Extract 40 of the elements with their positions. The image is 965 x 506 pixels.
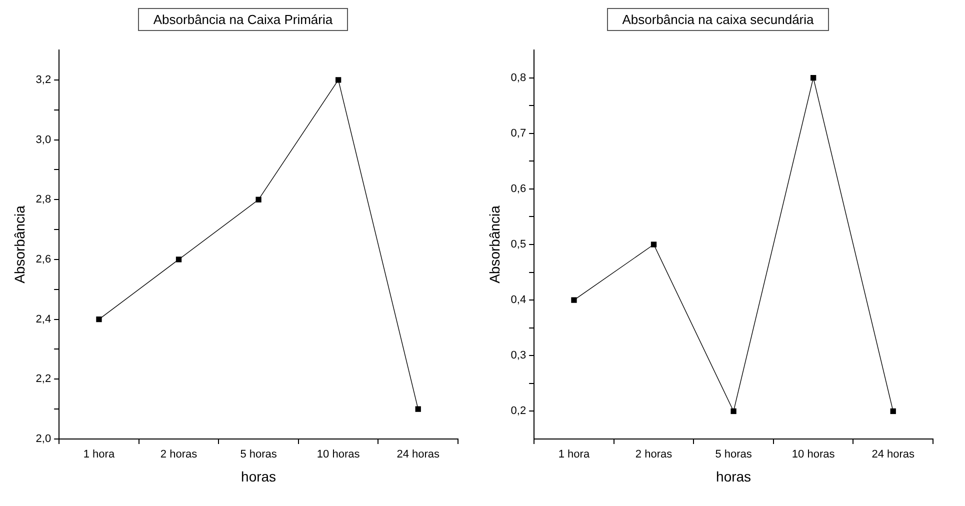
x-tick-label: 24 horas: [396, 448, 440, 461]
y-tick-label: 0,4: [510, 294, 526, 306]
x-tick-label: 10 horas: [316, 448, 360, 461]
y-axis-title: Absorbância: [486, 205, 502, 284]
y-tick-label: 2,8: [36, 194, 52, 206]
point: [650, 242, 657, 248]
chart-title: Absorbância na Caixa Primária: [138, 8, 348, 31]
x-tick-label: 1 hora: [558, 448, 590, 461]
x-tick-label: 5 horas: [240, 448, 278, 461]
y-tick-label: 2,4: [36, 313, 52, 326]
point: [336, 77, 342, 83]
x-tick-label: 1 hora: [83, 448, 116, 461]
y-tick-label: 3,2: [36, 74, 52, 86]
point: [415, 406, 421, 412]
x-axis-title: horas: [716, 468, 752, 484]
point: [176, 256, 182, 262]
y-tick-label: 0,6: [510, 182, 526, 195]
x-tick-label: 10 horas: [792, 448, 836, 461]
y-axis-title: Absorbância: [11, 205, 28, 284]
y-tick-label: 3,0: [36, 134, 52, 146]
y-tick-label: 0,2: [510, 405, 526, 418]
chart-title: Absorbância na caixa secundária: [607, 8, 829, 31]
x-tick-label: 2 horas: [160, 448, 198, 461]
point: [890, 408, 896, 414]
y-tick-label: 2,2: [36, 373, 52, 386]
y-tick-label: 0,7: [510, 127, 526, 140]
point: [571, 297, 577, 303]
point: [96, 316, 102, 322]
x-tick-label: 24 horas: [872, 448, 916, 461]
point: [810, 74, 816, 81]
y-tick-label: 0,8: [510, 72, 526, 84]
y-tick-label: 0,3: [510, 350, 526, 362]
x-tick-label: 2 horas: [635, 448, 673, 461]
point: [256, 196, 262, 202]
y-tick-label: 2,0: [36, 433, 52, 446]
x-tick-label: 5 horas: [715, 448, 752, 461]
y-tick-label: 2,6: [36, 253, 52, 266]
point: [730, 408, 736, 414]
x-axis-title: horas: [241, 468, 276, 484]
y-tick-label: 0,5: [510, 238, 526, 251]
